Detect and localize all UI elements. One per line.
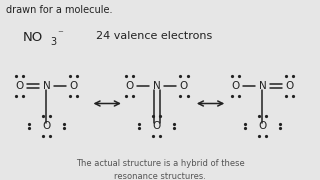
- Text: drawn for a molecule.: drawn for a molecule.: [6, 5, 113, 15]
- Text: O: O: [180, 81, 188, 91]
- Text: N: N: [153, 81, 161, 91]
- Text: O: O: [258, 121, 267, 131]
- Text: The actual structure is a hybrid of these: The actual structure is a hybrid of thes…: [76, 159, 244, 168]
- Text: O: O: [69, 81, 78, 91]
- Text: N: N: [259, 81, 266, 91]
- Text: O: O: [285, 81, 294, 91]
- Text: O: O: [15, 81, 23, 91]
- Text: resonance structures.: resonance structures.: [114, 172, 206, 180]
- Text: O: O: [125, 81, 134, 91]
- Text: O: O: [42, 121, 51, 131]
- Text: ⁻: ⁻: [57, 30, 63, 40]
- Text: N: N: [43, 81, 50, 91]
- Text: 3: 3: [51, 37, 57, 47]
- Text: 24 valence electrons: 24 valence electrons: [96, 31, 212, 41]
- Text: O: O: [153, 121, 161, 131]
- Text: NO: NO: [22, 31, 43, 44]
- Text: O: O: [231, 81, 239, 91]
